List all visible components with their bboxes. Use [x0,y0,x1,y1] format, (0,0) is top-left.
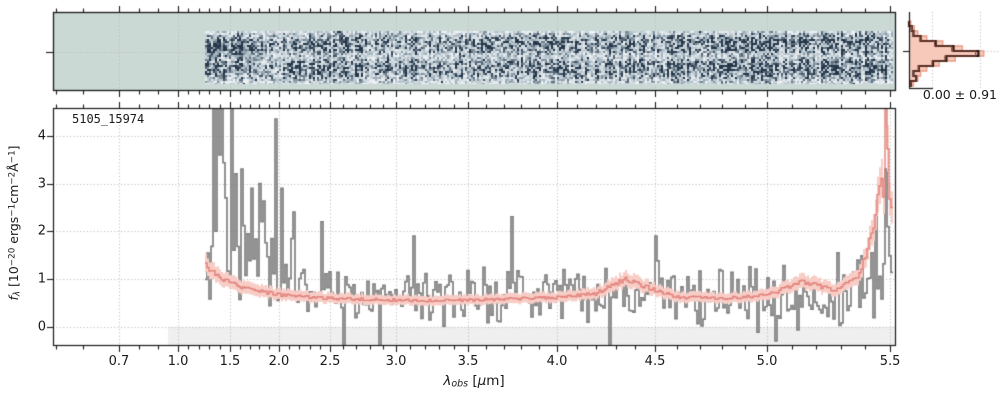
x-tick-label: 2.5 [319,354,341,369]
x-tick-label: 3.5 [457,354,479,369]
y-tick-label: 1 [37,271,46,287]
y-tick-label: 2 [37,223,46,239]
x-tick-label: 2.0 [268,354,290,369]
x-tick-label: 1.0 [167,354,189,369]
x-tick-label: 5.0 [756,354,778,369]
y-tick-label: 4 [37,128,46,144]
x-tick-label: 4.0 [546,354,568,369]
x-axis-label: λobs [μm] [443,373,505,390]
object-id-label: 5105_15974 [72,112,145,126]
y-tick-label: 3 [37,176,46,191]
x-tick-label: 1.5 [219,354,241,369]
y-tick-label: 0 [37,319,46,335]
x-tick-label: 5.5 [879,354,901,369]
x-tick-label: 3.0 [385,354,407,369]
residual-stat-label: 0.00 ± 0.91 [922,87,997,102]
x-tick-label: 4.5 [644,354,666,369]
x-tick-label: 0.7 [108,354,130,369]
